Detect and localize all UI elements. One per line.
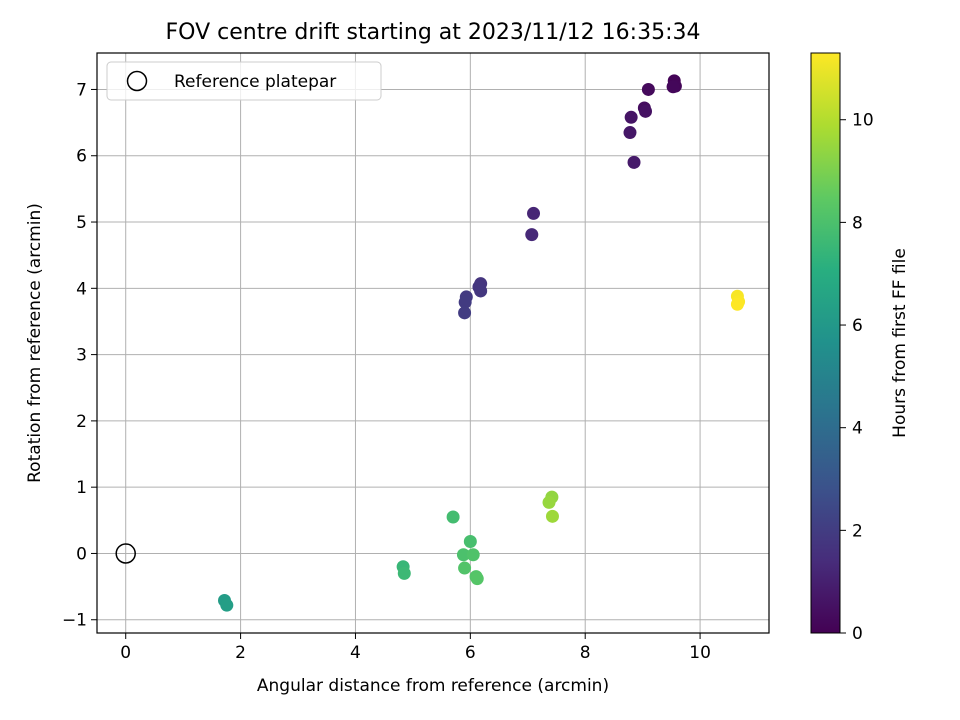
legend-marker	[126, 70, 148, 92]
y-tick-label: 3	[76, 346, 87, 366]
data-point	[639, 104, 653, 118]
y-axis-ticks: −1 0 1 2 3 4 5 6 7	[62, 80, 97, 631]
x-tick-label: 8	[580, 643, 591, 663]
y-tick-label: −1	[62, 611, 87, 631]
y-tick-label: 2	[76, 412, 87, 432]
data-point	[456, 548, 470, 562]
y-tick-label: 1	[76, 478, 87, 498]
data-point	[458, 561, 472, 575]
y-tick-label: 4	[76, 279, 87, 299]
data-point	[627, 155, 641, 169]
reference-marker	[115, 543, 136, 564]
chart-title: FOV centre drift starting at 2023/11/12 …	[166, 20, 701, 45]
x-tick-label: 6	[465, 643, 476, 663]
data-point	[525, 228, 539, 242]
data-point	[666, 80, 680, 94]
colorbar-tick-label: 6	[852, 316, 863, 336]
colorbar-tick-label: 0	[852, 624, 863, 644]
y-tick-label: 5	[76, 213, 87, 233]
data-point	[623, 126, 637, 140]
data-point	[466, 548, 480, 562]
colorbar-ticks: 0 2 4 6 8 10	[840, 111, 874, 644]
plot-frame	[96, 52, 770, 634]
grid	[97, 53, 769, 633]
colorbar: 0 2 4 6 8 10 Hours from first FF file	[810, 52, 910, 644]
data-point	[446, 510, 460, 524]
x-tick-label: 4	[350, 643, 361, 663]
data-point	[220, 598, 234, 612]
x-axis-label: Angular distance from reference (arcmin)	[257, 676, 609, 696]
data-point	[458, 295, 472, 309]
x-tick-label: 0	[120, 643, 131, 663]
legend-entry: Reference platepar	[174, 72, 336, 92]
y-tick-label: 7	[76, 80, 87, 100]
data-point	[474, 284, 488, 298]
data-point	[527, 206, 541, 220]
x-axis-ticks: 0 2 4 6 8 10	[120, 633, 711, 663]
data-point	[545, 509, 559, 523]
data-point	[624, 110, 638, 124]
legend-box	[106, 61, 382, 101]
y-tick-label: 6	[76, 147, 87, 167]
colorbar-tick-label: 10	[852, 111, 874, 131]
reference-platepar-point	[115, 543, 136, 564]
x-tick-label: 2	[235, 643, 246, 663]
y-axis-label: Rotation from reference (arcmin)	[25, 203, 45, 483]
colorbar-tick-label: 2	[852, 521, 863, 541]
colorbar-gradient	[810, 52, 841, 634]
data-point	[463, 535, 477, 549]
colorbar-tick-label: 4	[852, 419, 863, 439]
data-point	[470, 572, 484, 586]
y-tick-label: 0	[76, 544, 87, 564]
data-point	[458, 306, 472, 320]
data-point	[397, 566, 411, 580]
x-tick-label: 10	[689, 643, 711, 663]
data-points	[218, 74, 746, 612]
data-point	[542, 495, 556, 509]
legend: Reference platepar	[106, 61, 382, 101]
colorbar-tick-label: 8	[852, 213, 863, 233]
colorbar-label: Hours from first FF file	[890, 248, 910, 438]
data-point	[641, 82, 655, 96]
data-point	[730, 297, 744, 311]
